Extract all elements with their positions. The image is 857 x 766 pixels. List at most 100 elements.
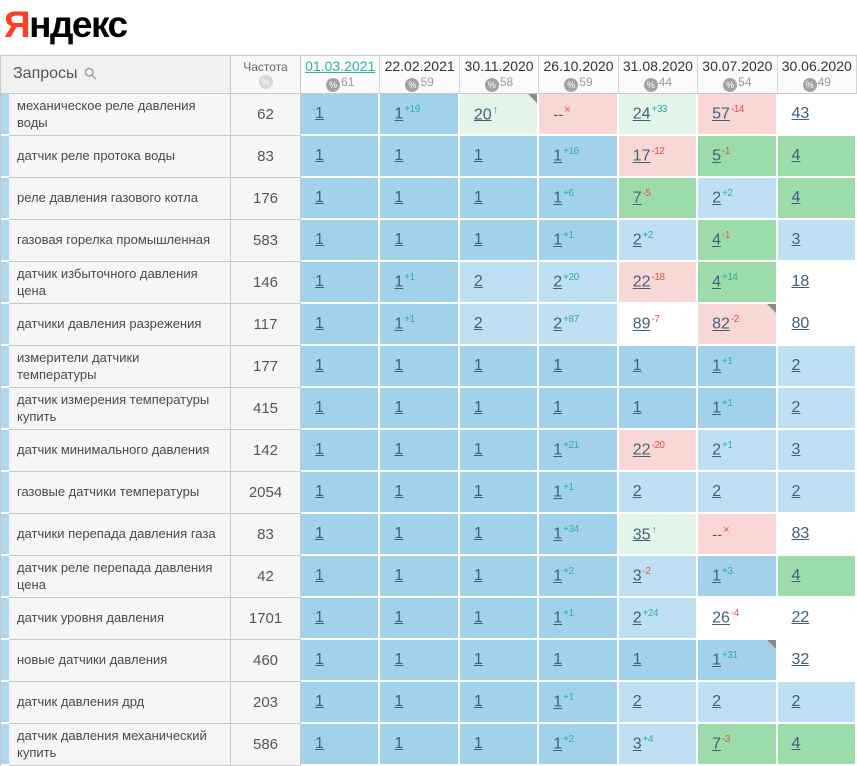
position-link[interactable]: 1 (553, 483, 563, 501)
position-link[interactable]: 1 (315, 525, 324, 542)
query-cell[interactable]: измерители датчики температуры (9, 346, 231, 388)
position-link[interactable]: 1 (315, 105, 324, 122)
position-link[interactable]: 22 (632, 441, 651, 459)
position-link[interactable]: 1 (473, 357, 483, 374)
date-link[interactable]: 30.06.2020 (781, 58, 852, 74)
position-link[interactable]: 1 (553, 525, 563, 543)
query-cell[interactable]: датчик давления дрд (9, 682, 231, 724)
position-link[interactable]: 1 (394, 315, 404, 333)
position-link[interactable]: 2 (473, 273, 483, 290)
date-link[interactable]: 30.07.2020 (702, 58, 773, 74)
date-link[interactable]: 31.08.2020 (622, 58, 693, 74)
position-link[interactable]: 4 (712, 231, 722, 249)
position-link[interactable]: 1 (315, 273, 324, 290)
position-link[interactable]: 1 (315, 483, 324, 500)
position-link[interactable]: 1 (394, 693, 404, 710)
query-cell[interactable]: датчик давления механический купить (9, 724, 231, 766)
position-link[interactable]: 1 (553, 735, 563, 753)
position-link[interactable]: 1 (315, 231, 324, 248)
query-cell[interactable]: датчик уровня давления (9, 598, 231, 640)
position-link[interactable]: 1 (394, 483, 404, 500)
position-link[interactable]: 1 (473, 525, 483, 542)
position-link[interactable]: 1 (394, 651, 404, 668)
query-cell[interactable]: новые датчики давления (9, 640, 231, 682)
position-link[interactable]: 1 (712, 651, 722, 669)
position-link[interactable]: 1 (553, 567, 563, 585)
query-cell[interactable]: датчик измерения температуры купить (9, 388, 231, 430)
position-link[interactable]: 1 (553, 189, 563, 207)
position-link[interactable]: 82 (712, 315, 730, 333)
position-link[interactable]: 2 (632, 231, 642, 249)
position-link[interactable]: 1 (712, 399, 722, 417)
position-link[interactable]: 2 (632, 609, 642, 627)
query-cell[interactable]: датчик реле протока воды (9, 136, 231, 178)
position-link[interactable]: 22 (791, 609, 810, 626)
position-link[interactable]: 1 (394, 147, 404, 164)
position-link[interactable]: 83 (791, 525, 810, 542)
position-link[interactable]: 1 (315, 189, 324, 206)
position-link[interactable]: 1 (394, 399, 404, 416)
position-link[interactable]: 2 (632, 693, 642, 710)
position-link[interactable]: 22 (632, 273, 651, 291)
position-link[interactable]: 17 (632, 147, 651, 165)
position-link[interactable]: 4 (791, 147, 801, 164)
position-link[interactable]: 2 (553, 315, 563, 333)
position-link[interactable]: 89 (632, 315, 651, 333)
position-link[interactable]: 1 (394, 231, 404, 248)
position-link[interactable]: 1 (473, 483, 483, 500)
position-link[interactable]: 4 (712, 273, 722, 291)
query-cell[interactable]: датчики давления разрежения (9, 304, 231, 346)
position-link[interactable]: 1 (315, 315, 324, 332)
position-link[interactable]: 3 (632, 735, 642, 753)
query-cell[interactable]: реле давления газового котла (9, 178, 231, 220)
position-link[interactable]: 32 (791, 651, 810, 668)
position-link[interactable]: 1 (315, 567, 324, 584)
query-cell[interactable]: датчик минимального давления (9, 430, 231, 472)
position-link[interactable]: 1 (553, 693, 563, 711)
position-link[interactable]: 3 (791, 231, 801, 248)
position-link[interactable]: 1 (315, 651, 324, 668)
position-link[interactable]: 26 (712, 609, 730, 627)
position-link[interactable]: 1 (473, 735, 483, 752)
query-cell[interactable]: датчики перепада давления газа (9, 514, 231, 556)
position-link[interactable]: 4 (791, 735, 801, 752)
position-link[interactable]: 1 (553, 357, 563, 374)
position-link[interactable]: 1 (632, 357, 642, 374)
position-link[interactable]: 1 (473, 231, 483, 248)
position-link[interactable]: 1 (553, 441, 563, 459)
query-cell[interactable]: механическое реле давления воды (9, 94, 231, 136)
position-link[interactable]: 5 (712, 147, 722, 165)
position-link[interactable]: 1 (712, 357, 722, 375)
position-link[interactable]: 80 (791, 315, 810, 332)
position-link[interactable]: 1 (473, 609, 483, 626)
position-link[interactable]: 18 (791, 273, 810, 290)
position-link[interactable]: 2 (553, 273, 563, 291)
position-link[interactable]: 1 (473, 651, 483, 668)
position-link[interactable]: 1 (315, 147, 324, 164)
position-link[interactable]: 1 (394, 273, 404, 291)
position-link[interactable]: 1 (315, 735, 324, 752)
position-link[interactable]: 1 (553, 231, 563, 249)
position-link[interactable]: 1 (473, 567, 483, 584)
position-link[interactable]: 2 (791, 693, 801, 710)
position-link[interactable]: 1 (473, 693, 483, 710)
query-cell[interactable]: датчик реле перепада давления цена (9, 556, 231, 598)
position-link[interactable]: 43 (791, 105, 810, 122)
position-link[interactable]: 2 (712, 693, 722, 710)
query-cell[interactable]: газовые датчики температуры (9, 472, 231, 514)
position-link[interactable]: 1 (473, 147, 483, 164)
position-link[interactable]: 20 (473, 106, 492, 124)
query-cell[interactable]: газовая горелка промышленная (9, 220, 231, 262)
position-link[interactable]: 1 (712, 567, 722, 585)
position-link[interactable]: 4 (791, 189, 801, 206)
position-link[interactable]: 1 (553, 651, 563, 668)
position-link[interactable]: 2 (712, 189, 722, 207)
position-link[interactable]: 7 (632, 189, 642, 207)
position-link[interactable]: 2 (473, 315, 483, 332)
position-link[interactable]: 1 (553, 609, 563, 627)
position-link[interactable]: 1 (394, 609, 404, 626)
position-link[interactable]: 2 (712, 441, 722, 459)
position-link[interactable]: 1 (315, 441, 324, 458)
date-link[interactable]: 22.02.2021 (384, 58, 455, 74)
position-link[interactable]: 1 (394, 357, 404, 374)
